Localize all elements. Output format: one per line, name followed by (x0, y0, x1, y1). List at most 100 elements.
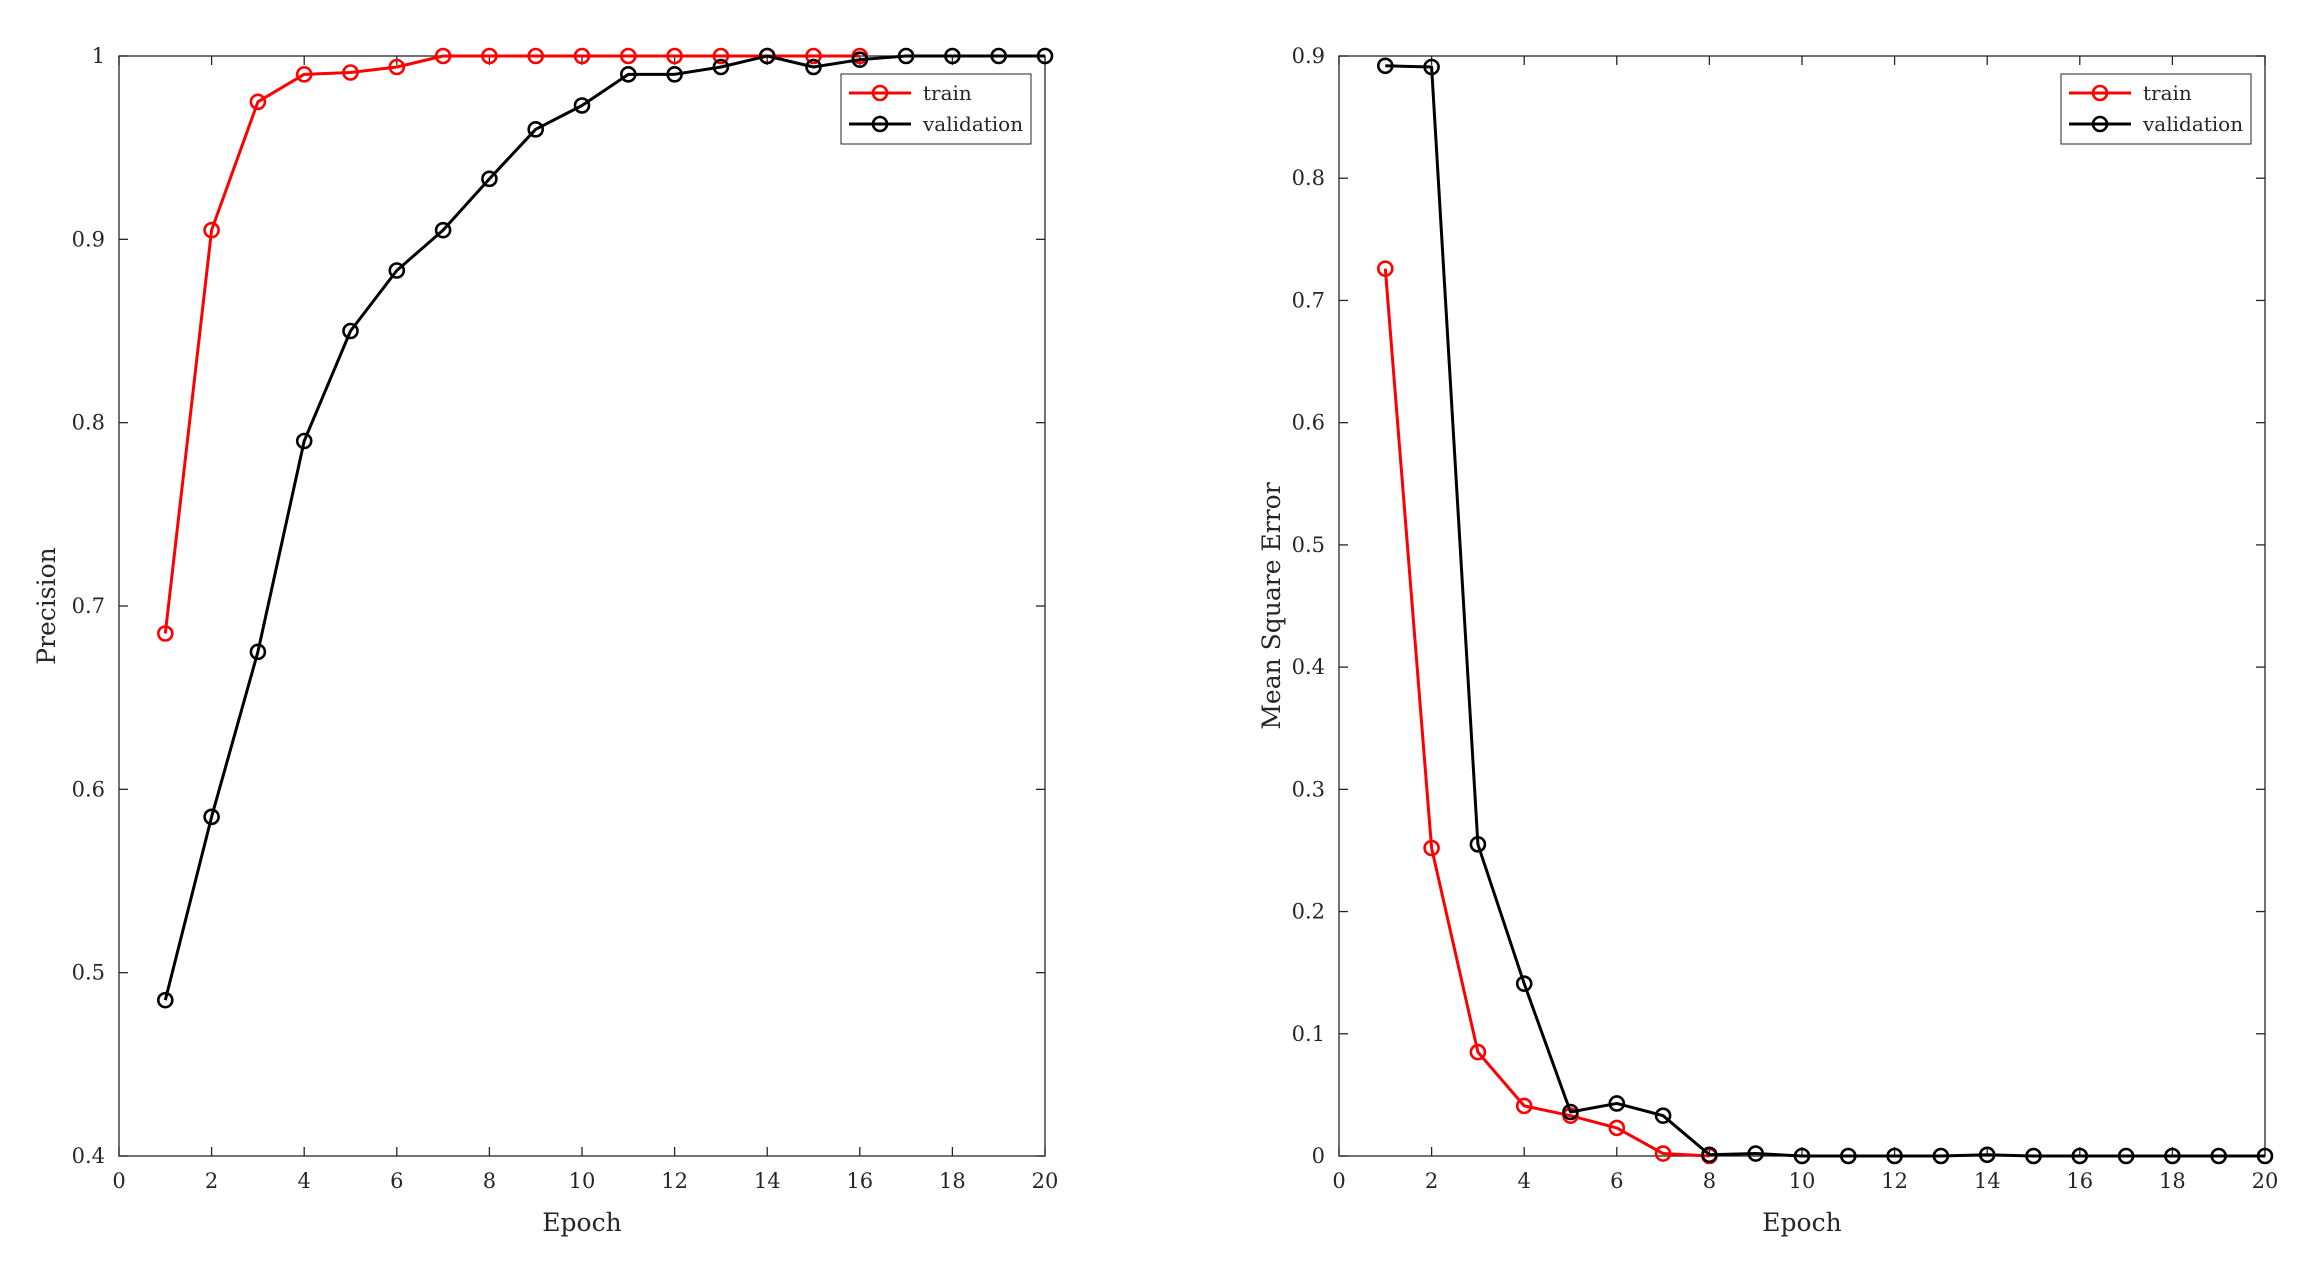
mse-train-point (1423, 839, 1440, 857)
mse-y-tick-label: 0.2 (1292, 900, 1325, 924)
precision-y-tick-label: 0.4 (72, 1144, 105, 1168)
precision-validation-point (851, 51, 869, 68)
precision-y-tick-label: 0.5 (72, 961, 105, 985)
precision-validation-point (157, 991, 174, 1009)
precision-validation-point (527, 121, 545, 138)
mse-train-point (1515, 1097, 1533, 1115)
mse-x-tick-label: 18 (2159, 1169, 2186, 1193)
mse-x-axis-label: Epoch (1762, 1208, 1841, 1237)
precision-y-tick-label: 0.7 (72, 594, 105, 618)
mse-legend-label-validation: validation (2142, 112, 2243, 136)
mse-y-tick-label: 0.8 (1292, 166, 1325, 190)
mse-validation-line (1385, 64, 2265, 1158)
mse-y-tick-label: 0.4 (1292, 655, 1325, 679)
precision-x-tick-label: 14 (754, 1169, 781, 1193)
precision-x-tick-label: 16 (846, 1169, 873, 1193)
precision-x-tick-label: 2 (205, 1169, 218, 1193)
precision-validation-point (342, 322, 359, 340)
mse-validation-point (2071, 1147, 2089, 1165)
precision-validation-point (897, 47, 915, 65)
precision-validation-point (481, 170, 498, 188)
precision-train-point (342, 64, 359, 81)
precision-x-tick-label: 10 (569, 1169, 596, 1193)
mse-validation-point (2164, 1147, 2181, 1165)
mse-validation-point (1978, 1146, 1996, 1164)
mse-validation-point (2025, 1147, 2042, 1165)
mse-validation-point (1469, 836, 1487, 853)
precision-validation-point (295, 432, 313, 450)
mse-legend-label-train: train (2143, 81, 2192, 105)
precision-validation-point (619, 66, 637, 83)
precision-train-point (249, 93, 267, 111)
precision-validation-point (944, 47, 961, 65)
precision-validation-point (203, 808, 220, 826)
mse-y-tick-label: 0 (1312, 1144, 1325, 1168)
mse-y-axis-label: Mean Square Error (1257, 482, 1286, 729)
mse-legend-marker-train (2091, 84, 2109, 102)
precision-x-axis-label: Epoch (542, 1208, 621, 1237)
precision-validation-point (573, 97, 591, 114)
precision-y-axis-label: Precision (32, 547, 61, 665)
mse-train-point (1654, 1145, 1672, 1162)
precision-validation-point (758, 47, 776, 65)
mse-panel: 0 2 4 6 8 10 12 14 16 18 20 0 0.1 0.2 0.3 0.4 0.5 0.6 0.7 0… (1257, 44, 2278, 1237)
mse-validation-point (1423, 58, 1440, 76)
precision-train-point (295, 66, 313, 83)
precision-validation-point (712, 58, 730, 76)
mse-legend (2060, 73, 2252, 145)
mse-train-line (1383, 268, 1710, 1158)
precision-legend (840, 73, 1032, 145)
mse-validation-point (1840, 1147, 1857, 1165)
precision-validation-point (388, 262, 406, 279)
mse-y-tick-label: 0.7 (1292, 288, 1325, 312)
precision-train-point (203, 221, 220, 239)
precision-validation-point (1036, 47, 1054, 65)
precision-x-tick-label: 6 (390, 1169, 403, 1193)
mse-validation-point (1515, 975, 1533, 992)
mse-x-tick-label: 6 (1610, 1169, 1623, 1193)
precision-validation-line (163, 54, 1045, 1001)
precision-train-point (666, 47, 683, 65)
mse-x-tick-label: 12 (1881, 1169, 1908, 1193)
mse-validation-point (2256, 1147, 2274, 1165)
precision-train-point (388, 58, 406, 76)
precision-train-line (163, 54, 860, 634)
precision-train-point (619, 47, 637, 65)
mse-train-point (1608, 1119, 1626, 1137)
mse-x-tick-label: 4 (1518, 1169, 1531, 1193)
mse-train-point (1377, 260, 1394, 277)
precision-validation-point (434, 221, 452, 239)
mse-validation-point (2117, 1147, 2135, 1165)
mse-validation-point (1377, 57, 1394, 75)
mse-y-tick-label: 0.1 (1292, 1022, 1325, 1046)
mse-x-tick-label: 16 (2066, 1169, 2093, 1193)
precision-validation-point (249, 643, 267, 661)
precision-validation-point (990, 47, 1008, 65)
mse-validation-point (1747, 1145, 1764, 1162)
mse-x-tick-label: 0 (1332, 1169, 1345, 1193)
mse-legend-marker-validation (2091, 115, 2109, 133)
mse-train-point (1469, 1043, 1487, 1061)
mse-validation-point (1701, 1146, 1718, 1164)
precision-x-tick-label: 4 (298, 1169, 311, 1193)
precision-x-tick-label: 20 (1032, 1169, 1059, 1193)
mse-x-tick-label: 2 (1425, 1169, 1438, 1193)
precision-x-tick-label: 12 (661, 1169, 688, 1193)
precision-train-point (481, 47, 498, 65)
mse-validation-point (2210, 1147, 2227, 1165)
precision-y-tick-label: 0.9 (72, 227, 105, 251)
mse-y-tick-label: 0.6 (1292, 411, 1325, 435)
mse-validation-point (1562, 1103, 1579, 1121)
precision-legend-marker-train (871, 84, 889, 102)
precision-train-point (573, 47, 591, 65)
precision-y-tick-label: 0.6 (72, 777, 105, 801)
mse-y-tick-label: 0.9 (1292, 44, 1325, 68)
precision-train-point (527, 47, 545, 65)
mse-x-tick-label: 10 (1789, 1169, 1816, 1193)
precision-legend-label-validation: validation (922, 112, 1023, 136)
mse-axes-box (1338, 55, 2266, 1157)
precision-legend-label-train: train (923, 81, 972, 105)
mse-x-tick-label: 14 (1974, 1169, 2001, 1193)
mse-validation-point (1654, 1107, 1672, 1124)
precision-train-point (434, 47, 452, 65)
